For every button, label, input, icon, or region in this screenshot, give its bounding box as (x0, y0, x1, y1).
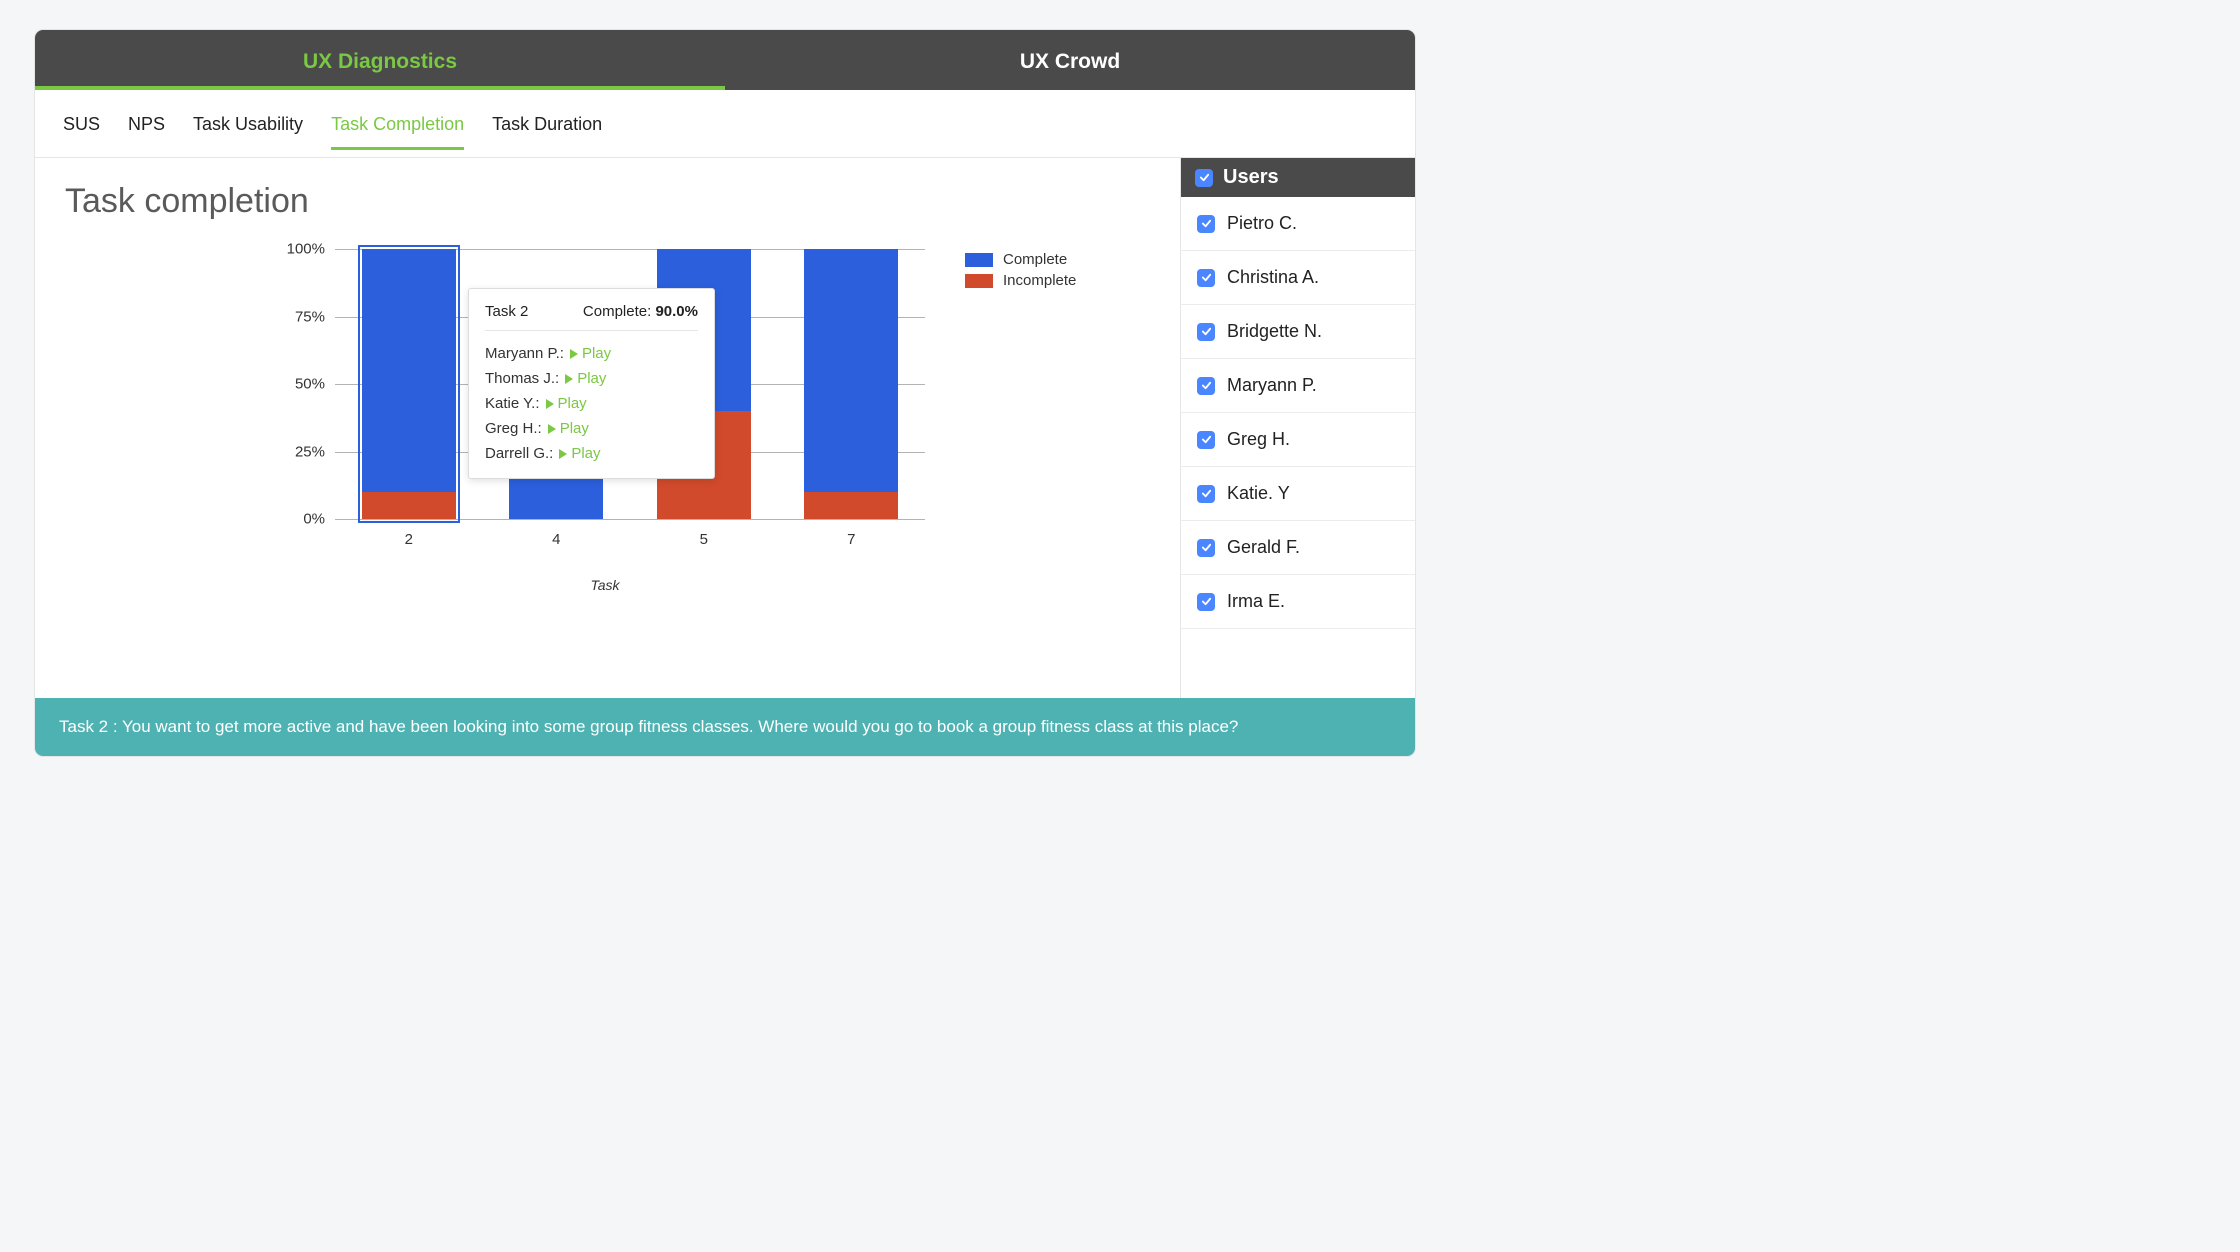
tooltip-task-label: Task 2 (485, 303, 528, 320)
user-checkbox[interactable] (1197, 593, 1215, 611)
tooltip-user-row: Katie Y.: Play (485, 391, 698, 416)
legend-item[interactable]: Incomplete (965, 272, 1076, 289)
user-row[interactable]: Maryann P. (1181, 359, 1415, 413)
bar-segment-complete (804, 249, 898, 492)
tooltip-user-row: Maryann P.: Play (485, 341, 698, 366)
y-tick-label: 100% (265, 241, 325, 258)
tooltip-metric: Complete: 90.0% (583, 303, 698, 320)
secondary-tab[interactable]: NPS (128, 114, 165, 149)
chart-bar[interactable] (362, 249, 456, 519)
legend-item[interactable]: Complete (965, 251, 1076, 268)
play-link[interactable]: Play (565, 370, 606, 387)
tooltip-user-row: Thomas J.: Play (485, 366, 698, 391)
bar-segment-incomplete (362, 492, 456, 519)
y-tick-label: 75% (265, 308, 325, 325)
user-name: Irma E. (1227, 591, 1285, 612)
users-panel: Users Pietro C. Christina A. Bridgette N. M… (1180, 158, 1415, 698)
user-name: Christina A. (1227, 267, 1319, 288)
tooltip-user-name: Katie Y.: (485, 395, 540, 412)
play-link[interactable]: Play (570, 345, 611, 362)
x-tick-label: 4 (483, 523, 631, 549)
bar-slot (778, 249, 926, 519)
secondary-tab[interactable]: Task Completion (331, 114, 464, 149)
y-tick-label: 25% (265, 443, 325, 460)
user-name: Bridgette N. (1227, 321, 1322, 342)
user-name: Katie. Y (1227, 483, 1290, 504)
play-icon (546, 399, 554, 409)
page-title: Task completion (65, 182, 1150, 221)
x-axis-title: Task (265, 577, 945, 593)
user-checkbox[interactable] (1197, 269, 1215, 287)
x-tick-label: 5 (630, 523, 778, 549)
user-row[interactable]: Irma E. (1181, 575, 1415, 629)
user-row[interactable]: Christina A. (1181, 251, 1415, 305)
task-prompt: Task 2 : You want to get more active and… (35, 698, 1415, 756)
tooltip-user-name: Thomas J.: (485, 370, 559, 387)
user-checkbox[interactable] (1197, 215, 1215, 233)
legend-swatch (965, 253, 993, 267)
legend-swatch (965, 274, 993, 288)
y-tick-label: 0% (265, 511, 325, 528)
tooltip-user-name: Maryann P.: (485, 345, 564, 362)
y-tick-label: 50% (265, 376, 325, 393)
user-row[interactable]: Bridgette N. (1181, 305, 1415, 359)
user-checkbox[interactable] (1197, 431, 1215, 449)
user-checkbox[interactable] (1197, 485, 1215, 503)
x-tick-label: 2 (335, 523, 483, 549)
primary-tab[interactable]: UX Diagnostics (35, 30, 725, 90)
user-name: Gerald F. (1227, 537, 1300, 558)
play-icon (548, 424, 556, 434)
secondary-tab[interactable]: Task Duration (492, 114, 602, 149)
x-tick-label: 7 (778, 523, 926, 549)
user-row[interactable]: Gerald F. (1181, 521, 1415, 575)
user-name: Greg H. (1227, 429, 1290, 450)
user-row[interactable]: Katie. Y (1181, 467, 1415, 521)
bar-segment-incomplete (804, 492, 898, 519)
play-link[interactable]: Play (548, 420, 589, 437)
secondary-tab[interactable]: SUS (63, 114, 100, 149)
user-row[interactable]: Pietro C. (1181, 197, 1415, 251)
user-name: Maryann P. (1227, 375, 1317, 396)
chart-bar[interactable] (804, 249, 898, 519)
play-link[interactable]: Play (559, 445, 600, 462)
tooltip-user-name: Greg H.: (485, 420, 542, 437)
tooltip-user-row: Greg H.: Play (485, 416, 698, 441)
user-checkbox[interactable] (1197, 539, 1215, 557)
primary-tab[interactable]: UX Crowd (725, 30, 1415, 90)
app-window: UX DiagnosticsUX Crowd SUS NPS Task Usabil… (35, 30, 1415, 756)
main-panel: Task completion 0% 25% 50% 75% 100% 2457 Com… (35, 158, 1180, 698)
user-checkbox[interactable] (1197, 323, 1215, 341)
users-panel-title: Users (1223, 166, 1279, 189)
user-row[interactable]: Greg H. (1181, 413, 1415, 467)
chart-tooltip: Task 2 Complete: 90.0% Maryann P.: PlayT… (468, 288, 715, 479)
play-icon (559, 449, 567, 459)
user-checkbox[interactable] (1197, 377, 1215, 395)
tooltip-user-name: Darrell G.: (485, 445, 553, 462)
primary-tabs: UX DiagnosticsUX Crowd (35, 30, 1415, 90)
legend-label: Incomplete (1003, 272, 1076, 289)
play-icon (565, 374, 573, 384)
user-list: Pietro C. Christina A. Bridgette N. Maryann… (1181, 197, 1415, 698)
legend-label: Complete (1003, 251, 1067, 268)
play-link[interactable]: Play (546, 395, 587, 412)
user-name: Pietro C. (1227, 213, 1297, 234)
users-panel-header[interactable]: Users (1181, 158, 1415, 197)
secondary-tab[interactable]: Task Usability (193, 114, 303, 149)
tooltip-user-row: Darrell G.: Play (485, 441, 698, 466)
bar-slot (335, 249, 483, 519)
secondary-tabs: SUS NPS Task Usability Task Completion Task … (35, 90, 1415, 158)
grid-line (335, 519, 925, 520)
content-body: Task completion 0% 25% 50% 75% 100% 2457 Com… (35, 158, 1415, 698)
bar-segment-complete (362, 249, 456, 492)
select-all-checkbox[interactable] (1195, 169, 1213, 187)
play-icon (570, 349, 578, 359)
chart-legend: Complete Incomplete (965, 251, 1076, 293)
